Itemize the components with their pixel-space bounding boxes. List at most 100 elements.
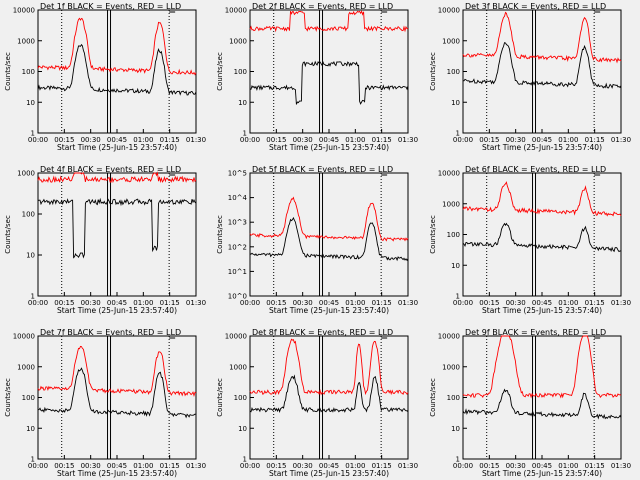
series-line-events: [462, 388, 622, 420]
y-tick-label: 10: [451, 425, 460, 433]
x-tick-label: 00:15: [479, 299, 499, 307]
x-tick-label: 01:00: [345, 136, 365, 144]
x-axis-label: Start Time (25-Jun-15 23:57:40): [57, 306, 177, 315]
series-line-lld: [462, 181, 622, 217]
y-tick-label: 10: [451, 99, 460, 107]
y-tick-label: 1: [456, 456, 460, 464]
x-tick-label: 00:45: [107, 136, 127, 144]
x-tick-label: 00:30: [81, 136, 101, 144]
y-tick-label: 10^0: [228, 293, 247, 301]
x-tick-label: 00:45: [532, 462, 552, 470]
x-tick-label: 00:00: [453, 136, 473, 144]
x-tick-label: 00:30: [506, 462, 526, 470]
x-tick-label: 00:00: [28, 462, 48, 470]
y-tick-label: 1: [456, 293, 460, 301]
x-tick-label: 00:45: [319, 136, 339, 144]
y-tick-label: 100: [447, 68, 460, 76]
y-tick-label: 1: [456, 130, 460, 138]
x-tick-label: 00:00: [453, 299, 473, 307]
series-line-lld: [249, 10, 409, 33]
x-tick-label: 01:30: [611, 299, 631, 307]
x-tick-label: 00:00: [240, 462, 260, 470]
x-tick-label: 00:15: [54, 299, 74, 307]
panel-1: Det 1f BLACK = Events, RED = LLD 1 10 100 10…: [4, 2, 206, 152]
y-tick-label: 10000: [438, 333, 460, 341]
x-tick-label: 01:30: [186, 462, 206, 470]
x-tick-label: 01:30: [611, 462, 631, 470]
x-tick-label: 01:15: [585, 299, 605, 307]
x-tick-label: 01:15: [372, 299, 392, 307]
y-tick-label: 1000: [17, 363, 35, 371]
y-tick-label: 10000: [13, 7, 35, 15]
x-tick-label: 00:15: [266, 462, 286, 470]
y-axis-label: Counts/sec: [216, 378, 224, 417]
x-axis-label: Start Time (25-Jun-15 23:57:40): [482, 306, 602, 315]
series-line-events: [249, 374, 409, 414]
y-tick-label: 10: [26, 252, 35, 260]
series-line-lld: [37, 171, 197, 184]
y-axis-label: Counts/sec: [216, 52, 224, 91]
x-tick-label: 01:30: [186, 299, 206, 307]
y-tick-label: 1000: [442, 363, 460, 371]
y-axis-label: Counts/sec: [429, 215, 437, 254]
x-axis-label: Start Time (25-Jun-15 23:57:40): [482, 469, 602, 478]
x-tick-label: 00:45: [319, 299, 339, 307]
y-axis-label: Counts/sec: [216, 215, 224, 254]
x-tick-label: 00:15: [266, 136, 286, 144]
x-axis-label: Start Time (25-Jun-15 23:57:40): [57, 469, 177, 478]
y-tick-label: 100: [447, 231, 460, 239]
series-line-events: [463, 42, 622, 89]
x-tick-label: 01:00: [558, 299, 578, 307]
x-tick-label: 00:15: [54, 462, 74, 470]
series-line-events: [37, 367, 197, 419]
y-axis-label: Counts/sec: [4, 378, 12, 417]
x-tick-label: 00:30: [293, 136, 313, 144]
x-tick-label: 00:15: [479, 462, 499, 470]
panel-5: Det 5f BLACK = Events, RED = LLD 10^0 10^1…: [216, 165, 418, 315]
x-tick-label: 01:15: [372, 136, 392, 144]
x-tick-label: 01:00: [558, 136, 578, 144]
x-tick-label: 00:30: [81, 299, 101, 307]
series-line-lld: [37, 345, 197, 398]
panel-6: Det 6f BLACK = Events, RED = LLD 1 10 100 10…: [429, 165, 631, 315]
series-line-events: [37, 197, 197, 259]
x-tick-label: 00:30: [293, 299, 313, 307]
x-tick-label: 00:45: [532, 299, 552, 307]
series-line-events: [37, 43, 197, 96]
y-tick-label: 10: [451, 262, 460, 270]
x-axis-label: Start Time (25-Jun-15 23:57:40): [57, 143, 177, 152]
y-tick-label: 10: [238, 99, 247, 107]
y-axis-label: Counts/sec: [429, 378, 437, 417]
panel-title: Det 5f BLACK = Events, RED = LLD: [252, 165, 393, 174]
x-tick-label: 00:00: [240, 299, 260, 307]
panel-title: Det 3f BLACK = Events, RED = LLD: [465, 2, 606, 11]
series-line-lld: [249, 338, 409, 396]
y-tick-label: 100: [22, 211, 35, 219]
x-tick-label: 00:15: [479, 136, 499, 144]
x-tick-label: 00:30: [293, 462, 313, 470]
x-tick-label: 01:15: [160, 136, 180, 144]
x-tick-label: 01:00: [133, 136, 153, 144]
y-tick-label: 10^4: [228, 194, 248, 202]
y-tick-label: 10000: [225, 333, 247, 341]
x-tick-label: 01:30: [611, 136, 631, 144]
series-line-lld: [462, 335, 622, 399]
panel-4: Det 4f BLACK = Events, RED = LLD 1 10 100 10…: [4, 165, 206, 315]
y-axis-label: Counts/sec: [429, 52, 437, 91]
panel-7: Det 7f BLACK = Events, RED = LLD 1 10 100 10…: [4, 328, 206, 478]
x-tick-label: 01:00: [558, 462, 578, 470]
y-tick-label: 1000: [229, 37, 247, 45]
y-tick-label: 10: [26, 99, 35, 107]
panel-8: Det 8f BLACK = Events, RED = LLD 1 10 100 10…: [216, 328, 418, 478]
y-tick-label: 100: [22, 394, 35, 402]
x-tick-label: 00:45: [107, 462, 127, 470]
panel-9: Det 9f BLACK = Events, RED = LLD 1 10 100 10…: [429, 328, 631, 478]
y-tick-label: 100: [447, 394, 460, 402]
panel-title: Det 4f BLACK = Events, RED = LLD: [40, 165, 181, 174]
x-tick-label: 01:15: [585, 462, 605, 470]
y-tick-label: 1000: [17, 37, 35, 45]
x-axis-label: Start Time (25-Jun-15 23:57:40): [269, 143, 389, 152]
x-tick-label: 01:00: [133, 462, 153, 470]
y-tick-label: 1: [31, 456, 35, 464]
series-line-lld: [37, 17, 197, 76]
